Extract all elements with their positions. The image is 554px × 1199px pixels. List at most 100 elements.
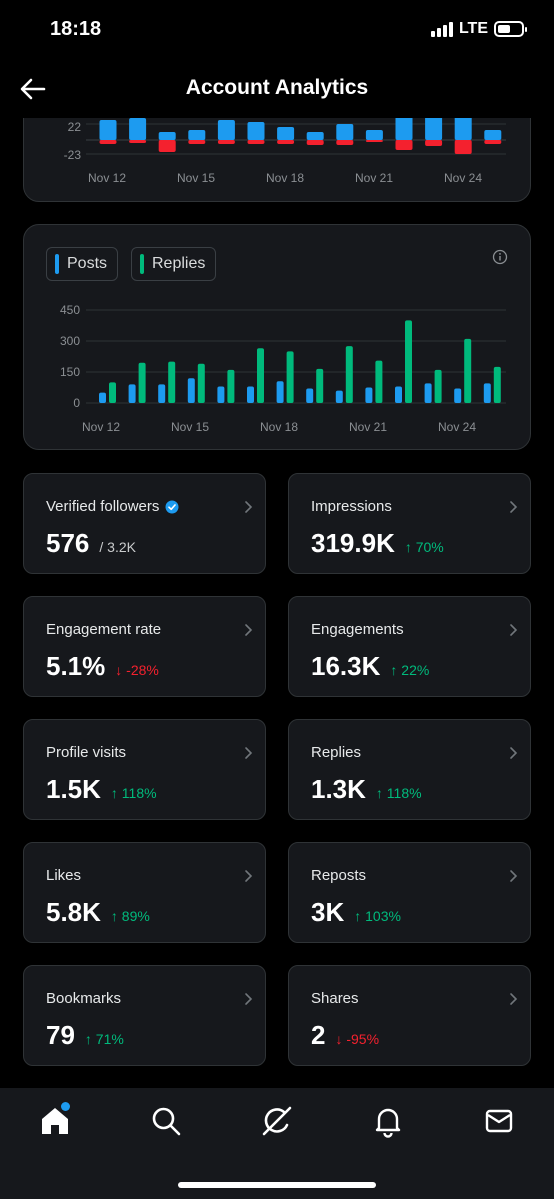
bar-replies bbox=[227, 369, 235, 403]
chevron-right-icon bbox=[245, 993, 253, 1005]
bar-positive bbox=[484, 130, 502, 140]
stat-value-row: 2 ↓ -95% bbox=[311, 1020, 379, 1051]
bar-positive bbox=[336, 124, 354, 140]
stat-card-profile-visits[interactable]: Profile visits 1.5K ↑ 118% bbox=[23, 719, 266, 820]
bar-positive bbox=[277, 127, 295, 140]
stat-value: 5.8K bbox=[46, 897, 101, 927]
chevron-right-icon bbox=[510, 624, 518, 636]
bar-posts bbox=[187, 378, 195, 403]
bar-negative bbox=[395, 140, 413, 150]
stat-label: Bookmarks bbox=[46, 990, 122, 1007]
x-tick-label: Nov 24 bbox=[438, 420, 476, 434]
nav-notifications[interactable] bbox=[371, 1104, 405, 1138]
bar-posts bbox=[158, 384, 166, 403]
stat-change: ↓ -95% bbox=[335, 1031, 380, 1047]
bar-replies bbox=[138, 362, 146, 403]
info-icon[interactable] bbox=[492, 249, 508, 265]
status-time: 18:18 bbox=[50, 18, 102, 40]
stat-value: 16.3K bbox=[311, 651, 381, 681]
y-tick-label: 300 bbox=[60, 334, 80, 348]
bar-posts bbox=[99, 392, 106, 403]
stat-change: ↑ 103% bbox=[354, 908, 401, 924]
stat-value-row: 1.3K ↑ 118% bbox=[311, 774, 422, 805]
bar-posts bbox=[335, 390, 343, 403]
bar-posts bbox=[424, 383, 432, 403]
stat-total: / 3.2K bbox=[99, 539, 136, 555]
stat-value-row: 576 / 3.2K bbox=[46, 528, 136, 559]
bar-positive bbox=[129, 118, 147, 140]
battery-icon bbox=[494, 21, 527, 37]
x-tick-label: Nov 24 bbox=[444, 171, 482, 185]
legend-posts-label: Posts bbox=[67, 255, 108, 272]
bar-positive bbox=[99, 120, 117, 140]
bar-negative bbox=[188, 140, 206, 144]
legend-replies[interactable]: Replies bbox=[131, 247, 217, 281]
bell-icon bbox=[375, 1108, 401, 1138]
bar-posts bbox=[365, 387, 373, 403]
stat-card-shares[interactable]: Shares 2 ↓ -95% bbox=[288, 965, 531, 1066]
x-tick-label: Nov 12 bbox=[82, 420, 120, 434]
nav-messages[interactable] bbox=[482, 1104, 516, 1138]
y-tick-label: -23 bbox=[64, 148, 82, 162]
nav-search[interactable] bbox=[149, 1104, 183, 1138]
x-tick-label: Nov 12 bbox=[88, 171, 126, 185]
bar-replies bbox=[434, 369, 442, 403]
stat-value-row: 1.5K ↑ 118% bbox=[46, 774, 157, 805]
home-icon bbox=[42, 1108, 68, 1134]
stat-card-likes[interactable]: Likes 5.8K ↑ 89% bbox=[23, 842, 266, 943]
verified-badge-icon bbox=[165, 500, 179, 513]
bar-negative bbox=[425, 140, 443, 146]
bar-replies bbox=[109, 382, 116, 403]
stat-card-replies[interactable]: Replies 1.3K ↑ 118% bbox=[288, 719, 531, 820]
stat-label: Engagement rate bbox=[46, 621, 162, 638]
stat-card-reposts[interactable]: Reposts 3K ↑ 103% bbox=[288, 842, 531, 943]
bar-positive bbox=[365, 130, 383, 140]
stat-value: 5.1% bbox=[46, 651, 106, 681]
status-indicators: LTE bbox=[430, 20, 527, 38]
bar-negative bbox=[129, 140, 147, 143]
x-tick-label: Nov 21 bbox=[349, 420, 387, 434]
stat-value: 576 bbox=[46, 528, 90, 558]
legend-posts[interactable]: Posts bbox=[46, 247, 119, 281]
stat-value: 1.5K bbox=[46, 774, 101, 804]
stat-value-row: 319.9K ↑ 70% bbox=[311, 528, 444, 559]
stat-card-bookmarks[interactable]: Bookmarks 79 ↑ 71% bbox=[23, 965, 266, 1066]
posts-replies-chart-card: Posts Replies 450 300 150 0 Nov 12 Nov 15 Nov … bbox=[23, 224, 531, 450]
stat-card-impressions[interactable]: Impressions 319.9K ↑ 70% bbox=[288, 473, 531, 574]
stat-change: ↓ -28% bbox=[115, 662, 159, 678]
bar-posts bbox=[483, 383, 491, 403]
stat-card-engagement-rate[interactable]: Engagement rate 5.1% ↓ -28% bbox=[23, 596, 266, 697]
stat-change: ↑ 22% bbox=[390, 662, 430, 678]
legend-replies-label: Replies bbox=[152, 255, 206, 272]
bar-negative bbox=[247, 140, 265, 144]
x-tick-label: Nov 21 bbox=[355, 171, 393, 185]
bar-replies bbox=[345, 346, 353, 403]
back-arrow-icon[interactable] bbox=[18, 74, 48, 104]
chevron-right-icon bbox=[245, 747, 253, 759]
grok-icon bbox=[262, 1106, 292, 1136]
stat-value: 1.3K bbox=[311, 774, 366, 804]
stat-label: Shares bbox=[311, 990, 359, 1007]
stat-change: ↑ 71% bbox=[84, 1031, 124, 1047]
y-tick-label: 0 bbox=[73, 396, 80, 410]
x-tick-label: Nov 18 bbox=[260, 420, 298, 434]
bar-replies bbox=[316, 368, 324, 403]
bar-negative bbox=[217, 140, 235, 144]
bottom-nav bbox=[0, 1088, 554, 1199]
stat-change: ↑ 70% bbox=[404, 539, 444, 555]
bar-replies bbox=[286, 351, 294, 403]
chevron-right-icon bbox=[245, 501, 253, 513]
stat-change: ↑ 118% bbox=[375, 785, 422, 801]
bar-posts bbox=[276, 381, 284, 403]
y-tick-label: 150 bbox=[60, 365, 80, 379]
stat-label: Likes bbox=[46, 867, 82, 884]
bar-positive bbox=[306, 132, 324, 140]
app-header: Account Analytics bbox=[0, 60, 554, 118]
bar-positive bbox=[158, 132, 176, 140]
stat-card-verified-followers[interactable]: Verified followers 576 / 3.2K bbox=[23, 473, 266, 574]
stat-value: 319.9K bbox=[311, 528, 395, 558]
nav-home[interactable] bbox=[38, 1102, 72, 1138]
bar-replies bbox=[375, 360, 383, 403]
nav-grok[interactable] bbox=[260, 1104, 294, 1138]
stat-card-engagements[interactable]: Engagements 16.3K ↑ 22% bbox=[288, 596, 531, 697]
